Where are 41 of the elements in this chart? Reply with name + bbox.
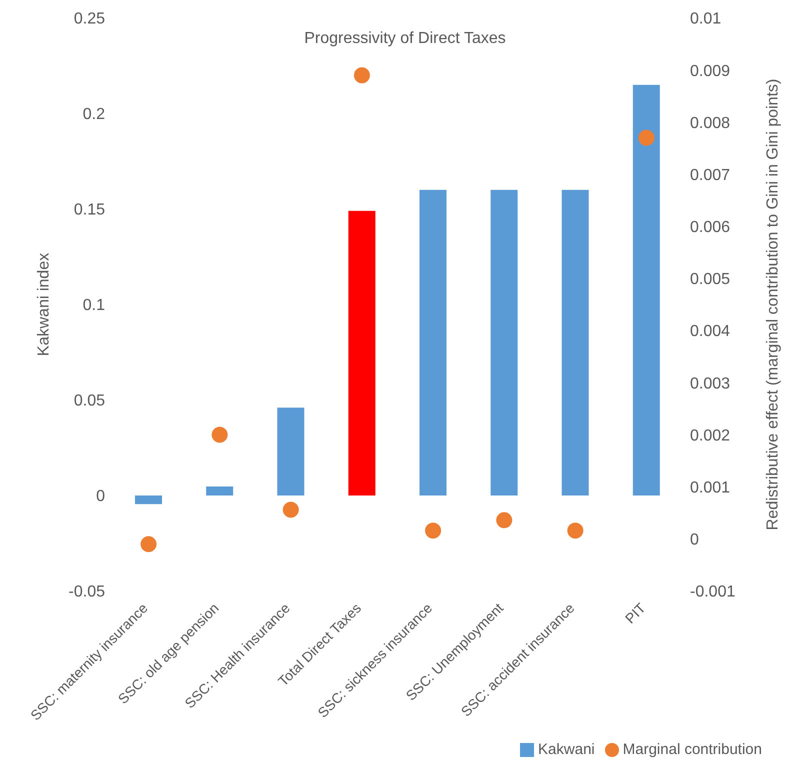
point xyxy=(496,512,512,528)
y2-tick-label: 0.001 xyxy=(690,480,730,496)
y-tick-label: 0.05 xyxy=(74,392,106,410)
y-tick-label: -0.05 xyxy=(68,584,106,601)
point xyxy=(638,130,654,146)
y2-tick-label: 0.005 xyxy=(690,271,730,288)
y2-tick-label: 0.004 xyxy=(690,323,730,340)
bar xyxy=(632,84,660,496)
bar xyxy=(490,190,518,496)
point xyxy=(282,502,299,518)
bar xyxy=(562,190,589,496)
y2-axis-title: Redistributive effect (marginal contribution to Gini in Gini points) xyxy=(764,78,782,530)
point xyxy=(354,67,370,84)
point xyxy=(425,522,442,539)
bar xyxy=(348,210,376,496)
y2-tick-label: 0.002 xyxy=(690,427,730,444)
y2-tick-label: 0.003 xyxy=(690,375,730,392)
y-tick-label: 0.15 xyxy=(74,202,106,219)
point xyxy=(567,522,584,539)
y-tick-label: 0.25 xyxy=(74,10,106,28)
y-axis-title: Kakwani index xyxy=(36,252,53,356)
y-tick-label: 0 xyxy=(96,488,106,506)
y2-tick-label: 0 xyxy=(690,532,699,549)
point xyxy=(212,426,228,443)
y2-tick-label: 0.009 xyxy=(690,62,730,80)
bar xyxy=(135,496,162,504)
y-tick-label: 0.1 xyxy=(82,297,106,314)
y2-tick-label: 0.008 xyxy=(690,114,730,132)
y-tick-label: 0.2 xyxy=(82,106,106,124)
y2-tick-label: 0.007 xyxy=(690,166,730,184)
legend-label: Marginal contribution xyxy=(622,741,762,758)
x-tick-label: PIT xyxy=(622,599,649,627)
bar xyxy=(277,408,304,496)
bar xyxy=(206,486,234,496)
y2-tick-label: 0.006 xyxy=(690,219,730,236)
y2-tick-label: -0.001 xyxy=(690,584,736,601)
text: Progressivity of Direct Taxes xyxy=(303,30,507,48)
legend-label: Kakwani xyxy=(538,741,595,758)
bar xyxy=(420,190,446,496)
point xyxy=(140,536,157,552)
y2-tick-label: 0.01 xyxy=(690,10,722,28)
